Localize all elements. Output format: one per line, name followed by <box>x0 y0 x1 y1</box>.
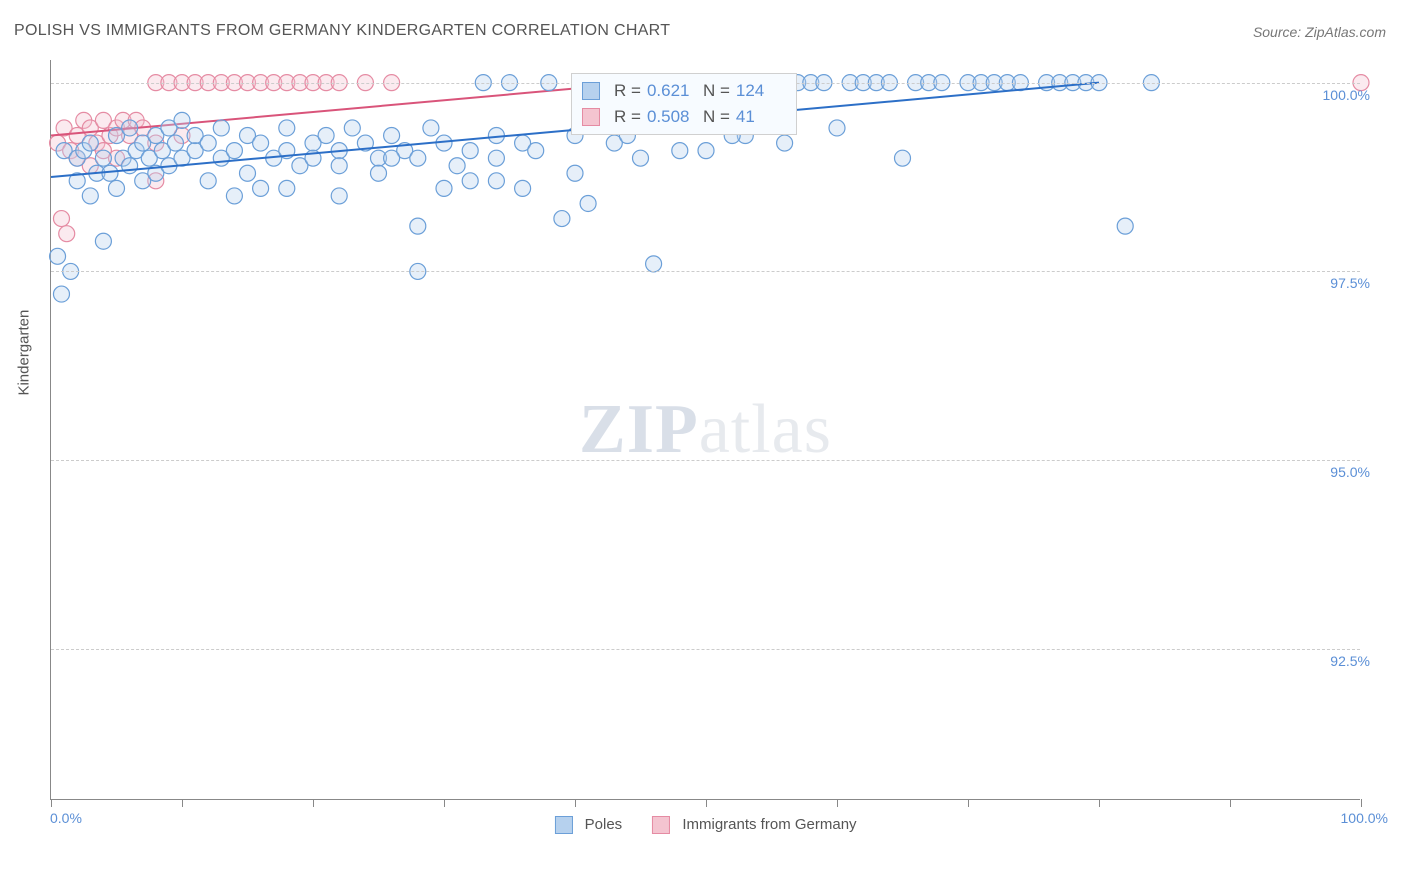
y-tick-label: 100.0% <box>1290 87 1370 103</box>
poles-swatch-icon <box>582 82 600 100</box>
source-attribution: Source: ZipAtlas.com <box>1253 24 1386 40</box>
stats-row-germany: R =0.508 N =41 <box>582 104 786 130</box>
poles-legend-swatch-icon <box>554 816 572 834</box>
y-axis-label: Kindergarten <box>16 310 33 396</box>
legend-item-poles: Poles <box>554 816 622 834</box>
y-tick-label: 92.5% <box>1290 653 1370 669</box>
stats-row-poles: R =0.621 N =124 <box>582 78 786 104</box>
correlation-stats-box: R =0.621 N =124 R =0.508 N =41 <box>571 73 797 135</box>
scatter-svg <box>51 60 1361 800</box>
germany-swatch-icon <box>582 108 600 126</box>
y-tick-label: 95.0% <box>1290 464 1370 480</box>
y-tick-label: 97.5% <box>1290 275 1370 291</box>
legend: Poles Immigrants from Germany <box>554 816 856 834</box>
x-max-label: 100.0% <box>1341 810 1388 826</box>
legend-item-germany: Immigrants from Germany <box>652 816 856 834</box>
x-min-label: 0.0% <box>50 810 82 826</box>
germany-legend-swatch-icon <box>652 816 670 834</box>
chart-title: POLISH VS IMMIGRANTS FROM GERMANY KINDER… <box>14 22 670 40</box>
plot-area: ZIPatlas R =0.621 N =124 R =0.508 N =41 … <box>50 60 1360 800</box>
